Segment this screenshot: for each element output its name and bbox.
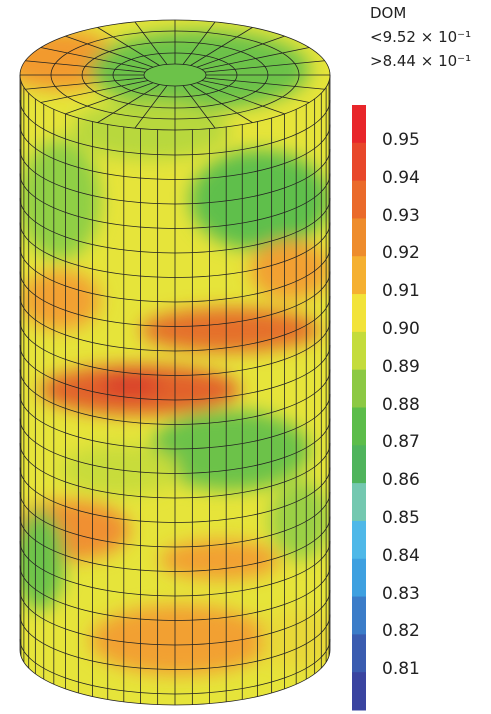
- legend-label: 0.88: [382, 394, 420, 415]
- top-spoke: [40, 80, 149, 103]
- top-spoke: [182, 21, 216, 65]
- top-spoke: [25, 77, 146, 90]
- mesh-ring: [19, 271, 331, 327]
- color-band: [352, 142, 366, 182]
- mesh-ring: [19, 222, 331, 278]
- mesh-ring: [19, 614, 331, 670]
- legend-label: 0.81: [382, 659, 420, 680]
- mesh-ring: [19, 99, 331, 156]
- color-bar: [352, 105, 366, 711]
- top-spoke: [201, 80, 310, 103]
- legend-label: 0.93: [382, 205, 420, 226]
- legend-max: <9.52 × 10⁻¹: [370, 28, 472, 46]
- color-band: [352, 672, 366, 711]
- top-spoke: [204, 60, 325, 73]
- legend-label: 0.90: [382, 318, 420, 339]
- top-spoke: [97, 84, 160, 123]
- mesh-ring: [19, 540, 331, 597]
- mesh-ring: [19, 197, 331, 254]
- mesh-ring: [19, 516, 331, 572]
- mesh-ring: [19, 246, 331, 303]
- legend-label: 0.87: [382, 432, 420, 453]
- color-band: [352, 256, 366, 295]
- top-spoke: [196, 35, 285, 68]
- mesh-ring: [19, 491, 331, 548]
- mesh-ring: [19, 418, 331, 474]
- legend-label: 0.82: [382, 621, 420, 642]
- mesh-ring: [19, 344, 331, 401]
- top-spoke: [201, 47, 310, 70]
- mesh-ring: [19, 124, 331, 180]
- top-spoke: [134, 85, 168, 129]
- color-band: [352, 369, 366, 408]
- color-band: [352, 218, 366, 257]
- top-spoke: [204, 77, 325, 90]
- mesh-ring: [19, 148, 331, 205]
- top-spoke: [190, 84, 253, 123]
- top-spoke: [134, 21, 168, 65]
- mesh-ring: [19, 173, 331, 229]
- mesh-ring: [19, 589, 331, 646]
- top-spoke: [190, 27, 253, 66]
- legend-label: 0.86: [382, 470, 420, 491]
- legend-label: 0.83: [382, 583, 420, 604]
- legend-min: >8.44 × 10⁻¹: [370, 52, 472, 70]
- color-band: [352, 331, 366, 371]
- mesh-ring: [19, 442, 331, 499]
- color-band: [352, 520, 366, 560]
- color-band: [352, 483, 366, 522]
- mesh: [19, 19, 331, 706]
- legend-label: 0.95: [382, 129, 420, 150]
- color-band: [352, 407, 366, 446]
- top-spoke: [65, 82, 154, 115]
- mesh-ring: [19, 393, 331, 450]
- legend-title: DOM: [370, 4, 407, 22]
- legend-label: 0.91: [382, 281, 420, 302]
- top-spoke: [182, 85, 216, 129]
- legend-label: 0.89: [382, 356, 420, 377]
- top-spoke: [196, 82, 285, 115]
- color-band: [352, 105, 366, 144]
- color-band: [352, 634, 366, 673]
- top-spoke: [25, 60, 146, 73]
- legend-label: 0.85: [382, 508, 420, 529]
- top-spoke: [40, 47, 149, 70]
- legend-label: 0.94: [382, 167, 420, 188]
- legend-label: 0.84: [382, 545, 420, 566]
- mesh-ring: [19, 369, 331, 425]
- legend-label: 0.92: [382, 243, 420, 264]
- mesh-ring: [19, 638, 331, 695]
- mesh-ring: [19, 320, 331, 376]
- color-band: [352, 294, 366, 333]
- mesh-ring: [19, 467, 331, 523]
- color-band: [352, 445, 366, 484]
- top-spoke: [97, 27, 160, 66]
- mesh-ring: [19, 295, 331, 352]
- color-band: [352, 596, 366, 635]
- top-spoke: [65, 35, 154, 68]
- color-band: [352, 558, 366, 598]
- mesh-ring: [19, 565, 331, 621]
- color-band: [352, 180, 366, 219]
